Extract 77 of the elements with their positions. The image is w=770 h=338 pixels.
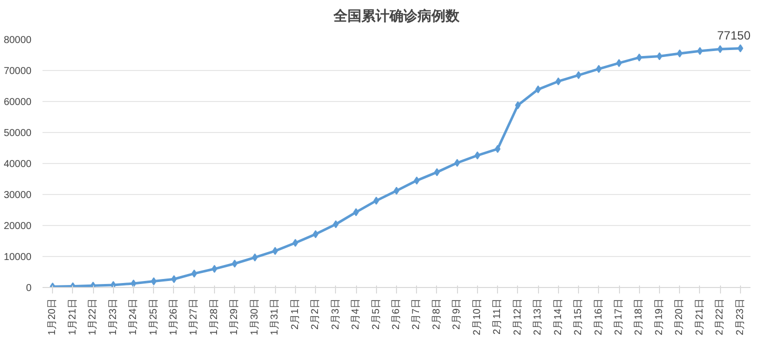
point — [474, 151, 480, 160]
x-tick-label: 1月20日 — [47, 298, 58, 336]
x-tick-label: 2月1日 — [290, 298, 301, 330]
x-tick-label: 1月31日 — [270, 298, 281, 336]
x-tick-label: 1月25日 — [148, 298, 160, 336]
point — [150, 277, 157, 286]
y-tick-label: 0 — [26, 283, 32, 294]
x-tick-label: 2月5日 — [370, 298, 382, 330]
x-tick-label: 2月20日 — [674, 298, 686, 336]
point — [535, 85, 541, 94]
x-tick-label: 1月26日 — [168, 298, 180, 336]
x-tick-label: 1月23日 — [108, 298, 119, 336]
x-tick-label: 2月19日 — [654, 298, 665, 336]
y-tick-label: 40000 — [4, 159, 32, 170]
data-label: 77150 — [717, 28, 751, 42]
x-tick-label: 2月2日 — [310, 298, 322, 330]
point — [171, 275, 177, 284]
point — [738, 44, 744, 52]
y-tick-label: 20000 — [4, 221, 32, 232]
y-tick-label: 70000 — [4, 66, 32, 77]
x-tick-label: 2月6日 — [391, 298, 402, 330]
point — [272, 246, 278, 255]
x-tick-label: 2月9日 — [452, 298, 463, 330]
x-tick-label: 2月22日 — [714, 298, 726, 336]
point — [373, 196, 380, 205]
x-tick-label: 1月27日 — [188, 298, 200, 336]
x-tick-label: 2月17日 — [614, 298, 625, 336]
point — [515, 101, 521, 110]
point — [454, 158, 460, 167]
x-tick-label: 2月21日 — [694, 298, 706, 336]
point — [717, 45, 723, 54]
y-tick-label: 30000 — [4, 190, 32, 201]
x-tick-label: 2月10日 — [472, 298, 483, 336]
y-tick-label: 80000 — [4, 35, 32, 46]
x-tick-label: 1月22日 — [88, 298, 99, 336]
x-tick-label: 2月8日 — [431, 298, 442, 330]
x-tick-label: 1月30日 — [249, 298, 260, 336]
point — [312, 230, 318, 238]
x-tick-label: 2月11日 — [492, 298, 504, 334]
x-tick-label: 2月4日 — [350, 298, 362, 330]
x-tick-label: 2月7日 — [411, 298, 422, 330]
point — [212, 264, 218, 273]
point — [636, 53, 642, 62]
point — [414, 176, 420, 185]
point — [130, 279, 136, 288]
x-tick-label: 1月21日 — [67, 298, 78, 336]
point — [656, 52, 662, 60]
point — [616, 59, 622, 68]
x-tick-label: 1月24日 — [128, 298, 140, 336]
point — [596, 64, 602, 73]
x-tick-label: 2月15日 — [573, 298, 584, 336]
point — [252, 253, 258, 262]
point — [232, 260, 238, 268]
point — [676, 49, 683, 58]
x-tick-label: 1月28日 — [208, 298, 220, 336]
y-tick-label: 10000 — [4, 252, 32, 263]
y-tick-label: 60000 — [4, 97, 32, 108]
x-tick-label: 2月23日 — [734, 298, 746, 336]
point — [394, 186, 400, 195]
x-tick-label: 2月16日 — [593, 298, 604, 336]
point — [191, 270, 198, 278]
point — [353, 208, 359, 216]
x-tick-label: 1月29日 — [229, 298, 240, 336]
point — [555, 77, 562, 86]
x-tick-label: 2月12日 — [512, 298, 524, 336]
point — [697, 46, 703, 55]
point — [494, 144, 500, 153]
chart-title: 全国累计确诊病例数 — [332, 8, 460, 24]
x-tick-label: 2月13日 — [532, 298, 544, 336]
point — [292, 238, 298, 247]
x-tick-label: 2月3日 — [330, 298, 342, 330]
point — [332, 220, 339, 228]
point — [576, 71, 582, 80]
y-tick-label: 50000 — [4, 128, 32, 139]
x-tick-label: 2月18日 — [634, 298, 645, 336]
point — [434, 168, 440, 176]
x-tick-label: 2月14日 — [552, 298, 564, 336]
